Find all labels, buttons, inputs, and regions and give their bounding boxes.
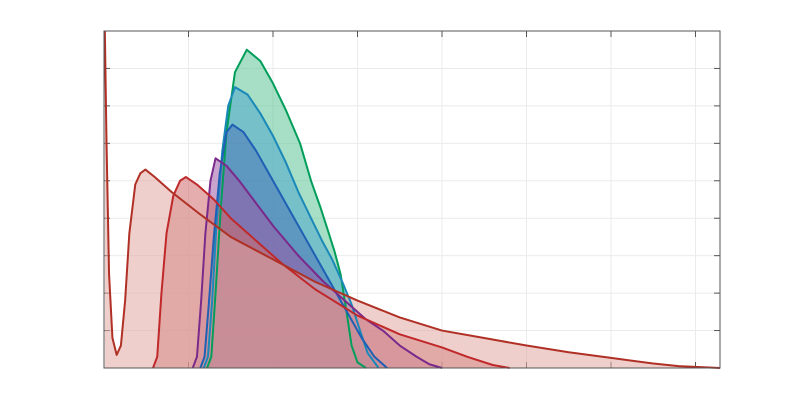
plot-frame — [103, 30, 721, 369]
area — [104, 31, 721, 368]
line — [191, 157, 443, 369]
line — [103, 30, 721, 369]
line — [206, 48, 367, 369]
line — [199, 123, 388, 369]
line — [202, 86, 380, 369]
line — [152, 176, 510, 369]
